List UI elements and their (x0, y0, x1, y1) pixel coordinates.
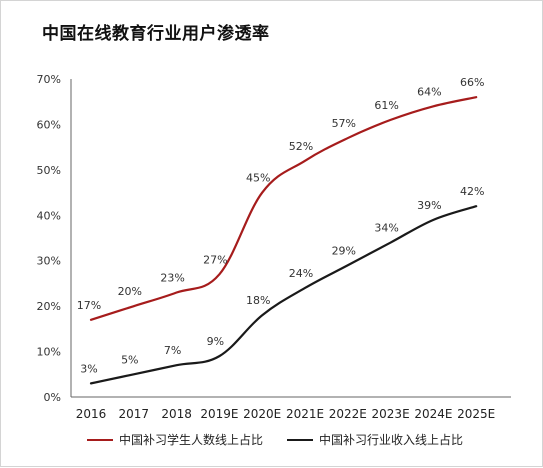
data-label: 23% (160, 272, 184, 285)
data-label: 29% (332, 244, 356, 257)
x-tick-label: 2018 (161, 407, 192, 421)
y-tick-label: 60% (37, 118, 61, 131)
data-label: 5% (121, 353, 138, 366)
y-tick-label: 10% (37, 346, 61, 359)
data-label: 27% (203, 253, 227, 266)
data-label: 64% (417, 85, 441, 98)
y-tick-label: 70% (37, 73, 61, 86)
data-label: 24% (289, 267, 313, 280)
x-tick-label: 2025E (457, 407, 495, 421)
data-label: 7% (164, 344, 181, 357)
y-tick-label: 0% (44, 391, 61, 404)
y-tick-label: 40% (37, 209, 61, 222)
data-label: 57% (332, 117, 356, 130)
x-tick-label: 2021E (286, 407, 324, 421)
data-label: 42% (460, 185, 484, 198)
data-label: 34% (374, 222, 398, 235)
x-tick-label: 2016 (76, 407, 107, 421)
series-line-1 (89, 96, 478, 321)
y-tick-label: 20% (37, 300, 61, 313)
legend-swatch-series-1 (87, 438, 113, 441)
x-tick-label: 2024E (414, 407, 452, 421)
y-tick-label: 30% (37, 255, 61, 268)
legend-item-series-1: 中国补习学生人数线上占比 (87, 431, 263, 448)
legend-item-series-2: 中国补习行业收入线上占比 (287, 431, 463, 448)
x-tick-label: 2023E (372, 407, 410, 421)
data-label: 20% (118, 285, 142, 298)
legend-swatch-series-2 (287, 438, 313, 441)
chart-legend: 中国补习学生人数线上占比 中国补习行业收入线上占比 (1, 431, 543, 453)
data-label: 66% (460, 76, 484, 89)
x-tick-label: 2017 (119, 407, 150, 421)
legend-label-series-2: 中国补习行业收入线上占比 (319, 433, 464, 447)
x-tick-label: 2022E (329, 407, 367, 421)
chart-title: 中国在线教育行业用户渗透率 (42, 24, 270, 44)
data-label: 45% (246, 172, 270, 185)
data-label: 9% (207, 335, 224, 348)
data-label: 17% (77, 299, 101, 312)
legend-label-series-1: 中国补习学生人数线上占比 (119, 433, 264, 447)
data-label: 18% (246, 294, 270, 307)
data-label: 61% (374, 99, 398, 112)
data-label: 39% (417, 199, 441, 212)
data-label: 3% (80, 362, 97, 375)
y-tick-label: 50% (37, 164, 61, 177)
series-line-2 (89, 205, 478, 385)
data-label: 52% (289, 140, 313, 153)
x-tick-label: 2020E (243, 407, 281, 421)
x-tick-label: 2019E (200, 407, 238, 421)
